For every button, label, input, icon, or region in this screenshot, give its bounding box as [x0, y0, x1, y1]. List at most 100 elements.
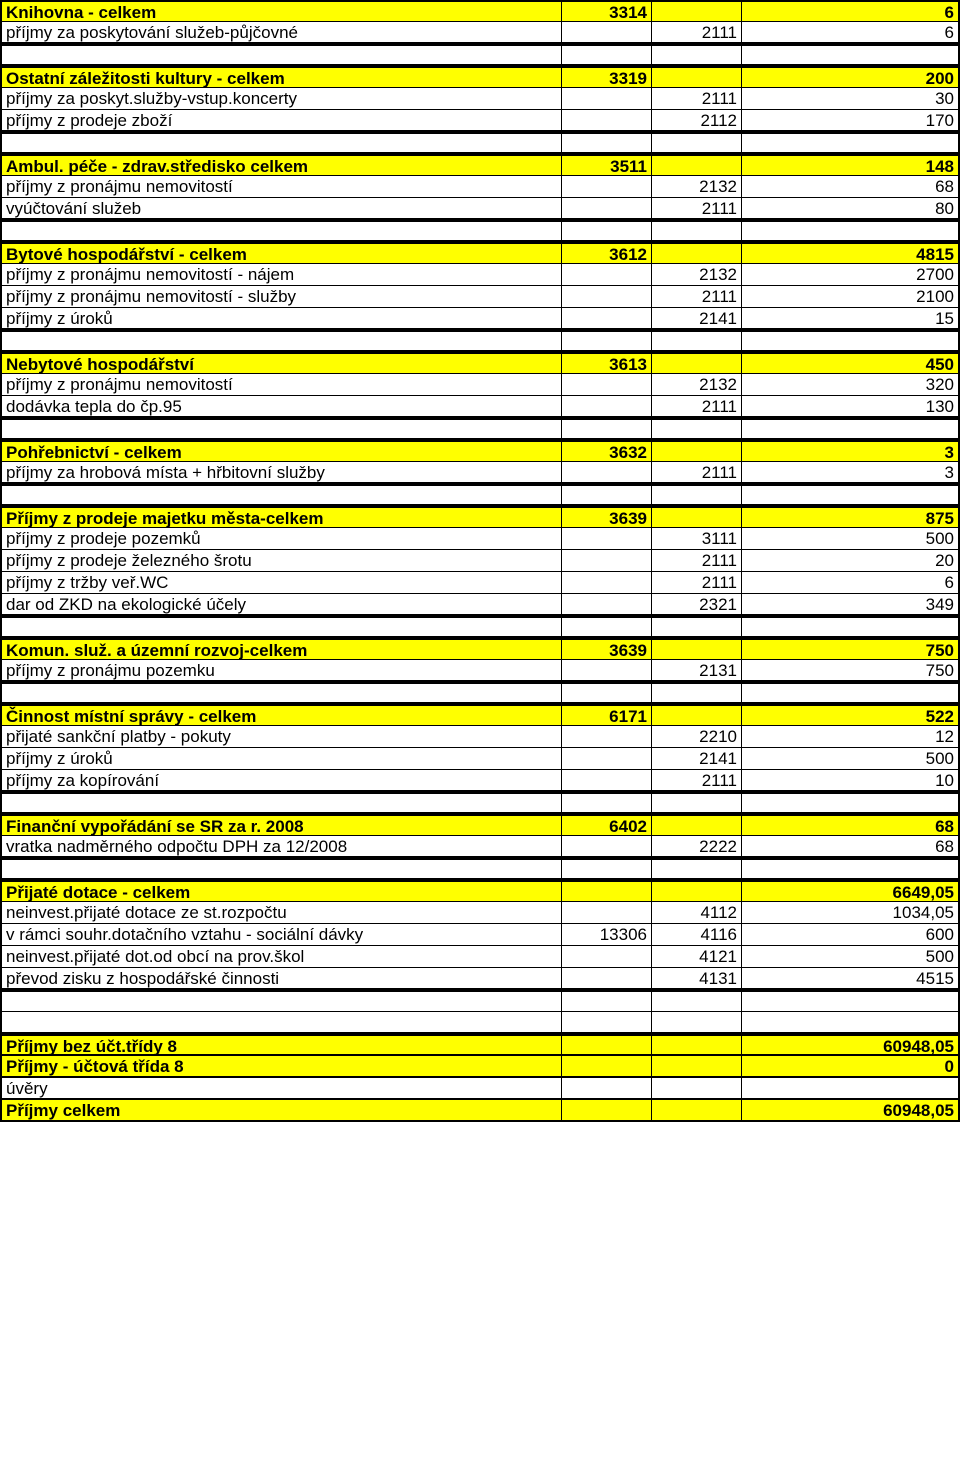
row-value: 12: [742, 726, 958, 747]
data-row: příjmy za poskyt.služby-vstup.koncerty21…: [0, 88, 960, 110]
row-value: 320: [742, 374, 958, 395]
blank-row: [0, 682, 960, 704]
row-value: 68: [742, 176, 958, 197]
row-code-a: [562, 396, 652, 416]
row-code-a: [562, 528, 652, 549]
row-value: 6: [742, 22, 958, 42]
row-label: Ostatní záležitosti kultury - celkem: [2, 68, 562, 87]
row-label: [2, 222, 562, 240]
row-label: Příjmy z prodeje majetku města-celkem: [2, 508, 562, 527]
section-header: Přijaté dotace - celkem6649,05: [0, 880, 960, 902]
section-header: Komun. služ. a územní rozvoj-celkem36397…: [0, 638, 960, 660]
blank-row: [0, 1012, 960, 1034]
row-value: 130: [742, 396, 958, 416]
row-value: [742, 794, 958, 812]
row-code-b: 2112: [652, 110, 742, 130]
row-code-a: [562, 308, 652, 328]
blank-row: [0, 792, 960, 814]
row-code-b: 2111: [652, 286, 742, 307]
row-label: [2, 618, 562, 636]
section-header: Činnost místní správy - celkem6171522: [0, 704, 960, 726]
row-code-a: [562, 968, 652, 988]
row-code-a: 3613: [562, 354, 652, 373]
data-row: příjmy za kopírování211110: [0, 770, 960, 792]
row-code-b: [652, 134, 742, 152]
row-code-b: 2141: [652, 308, 742, 328]
row-code-a: [562, 332, 652, 350]
row-value: [742, 46, 958, 64]
row-value: [742, 992, 958, 1011]
row-code-b: [652, 244, 742, 263]
row-code-a: [562, 1100, 652, 1120]
row-code-b: [652, 442, 742, 461]
row-value: 6: [742, 2, 958, 21]
row-code-b: 2111: [652, 88, 742, 109]
data-row: příjmy z prodeje pozemků3111500: [0, 528, 960, 550]
row-value: 750: [742, 640, 958, 659]
row-label: vratka nadměrného odpočtu DPH za 12/2008: [2, 836, 562, 856]
row-value: 4515: [742, 968, 958, 988]
row-label: příjmy z prodeje železného šrotu: [2, 550, 562, 571]
row-label: příjmy z pronájmu nemovitostí - služby: [2, 286, 562, 307]
row-code-b: [652, 354, 742, 373]
row-label: neinvest.přijaté dotace ze st.rozpočtu: [2, 902, 562, 923]
row-code-b: [652, 640, 742, 659]
row-code-a: [562, 770, 652, 790]
row-label: [2, 992, 562, 1011]
row-code-a: [562, 286, 652, 307]
row-code-b: 2111: [652, 198, 742, 218]
row-label: Finanční vypořádání se SR za r. 2008: [2, 816, 562, 835]
row-value: 2700: [742, 264, 958, 285]
row-code-b: [652, 706, 742, 725]
row-code-a: 6171: [562, 706, 652, 725]
row-code-a: 3632: [562, 442, 652, 461]
data-row: příjmy z pronájmu nemovitostí - nájem213…: [0, 264, 960, 286]
row-value: 600: [742, 924, 958, 945]
row-label: příjmy z pronájmu nemovitostí - nájem: [2, 264, 562, 285]
footer-row: úvěry: [0, 1078, 960, 1100]
blank-row: [0, 616, 960, 638]
row-code-a: [562, 134, 652, 152]
row-code-a: 3639: [562, 640, 652, 659]
row-code-b: 2141: [652, 748, 742, 769]
row-value: [742, 684, 958, 702]
row-value: [742, 860, 958, 878]
row-value: 3: [742, 442, 958, 461]
row-code-b: 2210: [652, 726, 742, 747]
row-code-b: 2111: [652, 396, 742, 416]
row-value: 68: [742, 836, 958, 856]
row-code-a: [562, 902, 652, 923]
data-row: vyúčtování služeb211180: [0, 198, 960, 220]
row-code-b: 2132: [652, 176, 742, 197]
row-value: 170: [742, 110, 958, 130]
section-header: Ostatní záležitosti kultury - celkem3319…: [0, 66, 960, 88]
row-value: [742, 420, 958, 438]
row-code-b: [652, 222, 742, 240]
row-code-a: [562, 1036, 652, 1054]
blank-row: [0, 330, 960, 352]
row-value: 750: [742, 660, 958, 680]
row-value: 148: [742, 156, 958, 175]
row-code-a: [562, 176, 652, 197]
row-label: úvěry: [2, 1078, 562, 1098]
row-code-a: [562, 550, 652, 571]
row-label: Příjmy - účtová třída 8: [2, 1056, 562, 1076]
row-code-b: [652, 156, 742, 175]
row-code-b: 4131: [652, 968, 742, 988]
data-row: příjmy z prodeje zboží2112170: [0, 110, 960, 132]
row-code-a: [562, 1078, 652, 1098]
footer-row: Příjmy - účtová třída 80: [0, 1056, 960, 1078]
data-row: příjmy z pronájmu nemovitostí - služby 21…: [0, 286, 960, 308]
row-label: Činnost místní správy - celkem: [2, 706, 562, 725]
row-label: [2, 860, 562, 878]
row-code-a: [562, 684, 652, 702]
row-code-b: [652, 882, 742, 901]
row-label: příjmy z tržby veř.WC: [2, 572, 562, 593]
row-code-b: [652, 794, 742, 812]
data-row: neinvest.přijaté dotace ze st.rozpočtu41…: [0, 902, 960, 924]
data-row: neinvest.přijaté dot.od obcí na prov.ško…: [0, 946, 960, 968]
row-label: Nebytové hospodářství: [2, 354, 562, 373]
data-row: příjmy za poskytování služeb-půjčovné211…: [0, 22, 960, 44]
row-code-a: 3639: [562, 508, 652, 527]
budget-table: Knihovna - celkem33146příjmy za poskytov…: [0, 0, 960, 1122]
